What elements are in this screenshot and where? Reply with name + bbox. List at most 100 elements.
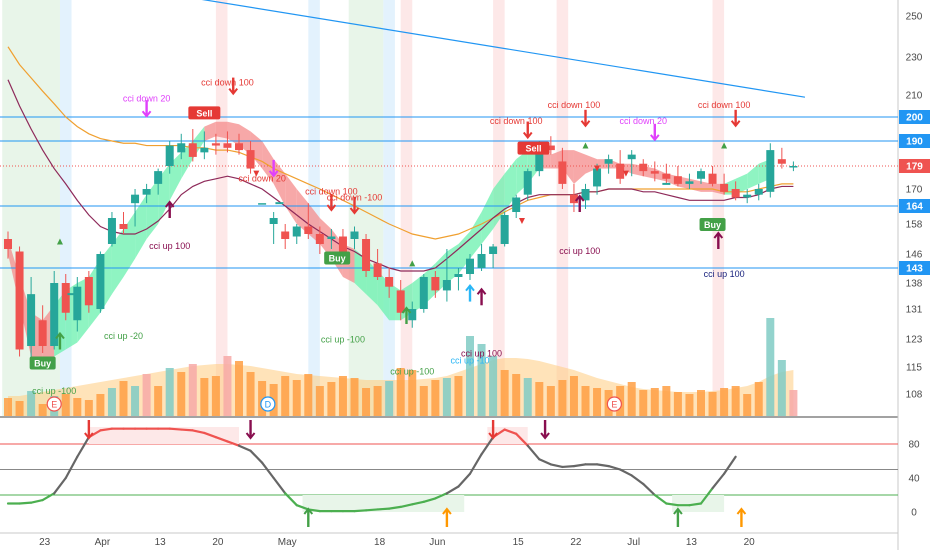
oscillator-segment xyxy=(353,509,368,513)
y-tick-label: 115 xyxy=(906,363,922,374)
ribbon-segment xyxy=(689,178,701,192)
grid xyxy=(0,0,899,550)
volume-bar xyxy=(27,391,36,416)
oscillator-segment xyxy=(307,508,321,513)
sell-signal-box xyxy=(188,106,221,120)
volume-bar xyxy=(743,394,752,416)
oscillator-segment xyxy=(191,429,206,435)
candle-body xyxy=(131,194,140,204)
oscillator-segment xyxy=(168,427,183,431)
candle-body xyxy=(4,239,12,249)
oscillator-segment xyxy=(226,440,241,447)
candle-body xyxy=(73,286,82,321)
oscillator-segment xyxy=(30,499,44,504)
signal-arrow-head xyxy=(713,231,724,239)
candle-body xyxy=(107,218,116,244)
event-marker-letter: E xyxy=(611,400,617,410)
candle-body xyxy=(304,226,313,234)
candle-body xyxy=(523,171,532,195)
candle-body xyxy=(258,203,267,205)
ribbon-segment xyxy=(446,244,459,283)
candle-body xyxy=(442,280,451,291)
oscillator-segment xyxy=(445,485,460,495)
oscillator-segment xyxy=(203,431,217,439)
ribbon-segment xyxy=(747,163,759,189)
price-label-box xyxy=(899,261,930,275)
volume-bar xyxy=(431,380,440,416)
oscillator-segment xyxy=(214,436,229,443)
volume-bar xyxy=(477,344,486,416)
triangle-marker xyxy=(253,170,260,177)
candle-body xyxy=(338,236,347,252)
oscillator-segment xyxy=(526,444,541,461)
oscillator-segment xyxy=(41,492,56,502)
candle-body xyxy=(61,283,70,313)
candle-body xyxy=(419,277,428,309)
volume-bar xyxy=(38,404,47,416)
candle-body xyxy=(466,258,474,274)
buy-signal-label: Buy xyxy=(704,220,721,230)
ribbon-segment xyxy=(146,178,159,239)
volume-bar xyxy=(558,380,567,416)
volume-bar xyxy=(15,401,24,416)
signal-arrow-head xyxy=(245,432,256,440)
candle-body xyxy=(454,274,463,277)
oscillator-segment xyxy=(76,436,90,458)
signal-arrow-head xyxy=(673,507,683,515)
volume-bar xyxy=(107,388,116,416)
oscillator-segment xyxy=(642,482,656,497)
price-label-box xyxy=(899,110,930,124)
triangle-marker xyxy=(518,218,525,224)
candle-body xyxy=(627,154,636,160)
y-tick-label: 158 xyxy=(906,220,923,231)
cci-label: cci down 20 xyxy=(619,116,667,126)
candle-body xyxy=(489,246,498,254)
sell-signal-label: Sell xyxy=(526,144,542,154)
oscillator-segment xyxy=(180,428,194,432)
candle-body xyxy=(188,143,197,157)
x-tick-label: Jun xyxy=(429,537,445,548)
volume-bar xyxy=(235,361,243,416)
candle-body xyxy=(789,166,798,168)
ribbon-segment xyxy=(111,229,124,295)
candle-body xyxy=(604,159,613,164)
volume-bar xyxy=(304,374,313,416)
volume-bar xyxy=(708,392,717,416)
volume-bar xyxy=(96,394,105,416)
triangle-marker xyxy=(409,260,416,267)
highlight-band xyxy=(215,0,228,416)
candle-body xyxy=(362,239,371,271)
triangle-marker xyxy=(582,142,589,149)
signal-arrow-head xyxy=(141,110,152,118)
oscillator-segment xyxy=(53,476,67,495)
osc-tick-label: 0 xyxy=(911,508,917,519)
candle-body xyxy=(292,226,301,237)
y-tick-label: 230 xyxy=(906,53,923,64)
price-label: 164 xyxy=(906,202,923,213)
candle-body xyxy=(581,189,590,201)
volume-bar xyxy=(373,386,382,416)
candle-body xyxy=(396,290,405,313)
highlight-band xyxy=(383,0,395,416)
oscillator-segment xyxy=(630,474,645,486)
candle-body xyxy=(154,171,163,184)
cci-label: cci up 100 xyxy=(461,349,502,359)
volume-bar xyxy=(84,400,93,416)
volume-bar xyxy=(396,368,405,416)
oscillator-segment xyxy=(503,428,518,435)
volume-bar xyxy=(662,386,671,416)
event-marker xyxy=(260,396,276,412)
oscillator-segment xyxy=(99,427,114,432)
cci-label: cci up 100 xyxy=(149,241,190,251)
candle-body xyxy=(315,234,324,244)
signal-arrow-head xyxy=(326,204,337,212)
event-marker xyxy=(606,396,622,412)
osc-overbought-zone xyxy=(487,427,528,444)
oscillator-segment xyxy=(422,497,437,503)
signal-arrow-head xyxy=(488,432,498,440)
cci-label: cci down 20 xyxy=(123,94,171,104)
candle-body xyxy=(96,254,105,309)
volume-bar xyxy=(177,372,186,416)
candle-body xyxy=(546,145,555,151)
